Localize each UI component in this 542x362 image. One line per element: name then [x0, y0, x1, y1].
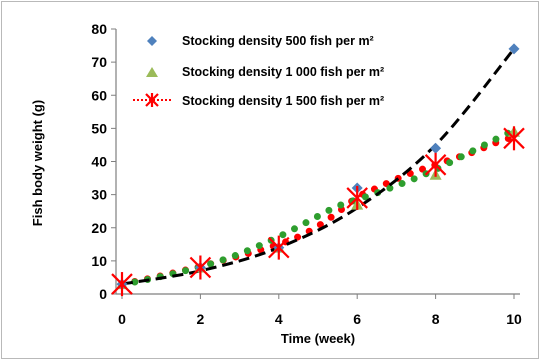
trend-line-1 [121, 47, 516, 286]
y-tick-label: 60 [91, 87, 107, 103]
trend-lines [118, 47, 518, 288]
x-star-point [424, 152, 447, 177]
x-tick-label: 4 [275, 311, 283, 327]
x-star-point [189, 255, 212, 280]
y-tick-labels: 0 10 20 30 40 50 60 70 80 [91, 21, 116, 302]
diamond-point [430, 142, 442, 154]
x-tick-labels: 0 2 4 6 8 10 [118, 294, 522, 327]
legend-marker-diamond [147, 36, 157, 46]
trend-line-2 [118, 126, 518, 288]
legend-item-1500: Stocking density 1 500 fish per m² [133, 93, 384, 108]
x-tick-label: 8 [432, 311, 440, 327]
x-tick-label: 0 [118, 311, 126, 327]
legend-marker-x-star [145, 93, 159, 107]
legend-label-1000: Stocking density 1 000 fish per m² [182, 65, 384, 79]
y-axis-title: Fish body weight (g) [30, 100, 45, 226]
y-tick-label: 0 [99, 286, 107, 302]
x-star-point [268, 235, 290, 260]
diamond-point [508, 43, 520, 55]
x-tick-label: 2 [197, 311, 205, 327]
y-tick-label: 80 [91, 21, 107, 37]
y-tick-label: 10 [91, 253, 107, 269]
x-axis-title: Time (week) [281, 331, 355, 346]
y-tick-label: 40 [91, 154, 107, 170]
legend-marker-triangle [146, 67, 158, 77]
y-tick-label: 50 [91, 120, 107, 136]
trend-line-3 [118, 133, 518, 288]
legend-item-500: Stocking density 500 fish per m² [147, 34, 374, 48]
y-tick-label: 30 [91, 187, 107, 203]
legend: Stocking density 500 fish per m² Stockin… [133, 34, 384, 108]
legend-label-1500: Stocking density 1 500 fish per m² [182, 94, 384, 108]
x-star-point [503, 126, 525, 151]
y-tick-label: 70 [91, 54, 107, 70]
legend-item-1000: Stocking density 1 000 fish per m² [146, 65, 384, 79]
x-tick-label: 6 [353, 311, 361, 327]
y-tick-label: 20 [91, 220, 107, 236]
x-star-point [111, 272, 133, 297]
legend-label-500: Stocking density 500 fish per m² [182, 34, 374, 48]
data-points [111, 43, 525, 297]
x-tick-label: 10 [506, 311, 522, 327]
x-star-point [346, 185, 368, 210]
